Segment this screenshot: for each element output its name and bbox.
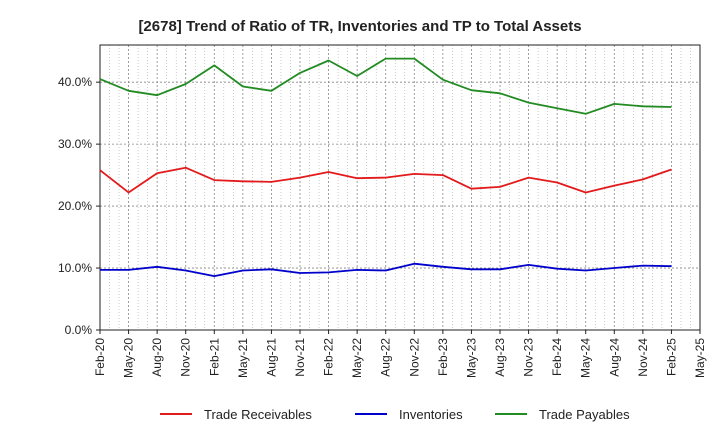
x-tick-label: Nov-22 bbox=[407, 338, 421, 377]
x-tick-label: Aug-22 bbox=[379, 338, 393, 377]
legend-label-3: Trade Payables bbox=[539, 407, 630, 422]
x-tick-label: Aug-21 bbox=[264, 338, 278, 377]
grid bbox=[99, 45, 701, 331]
x-tick-label: Feb-21 bbox=[207, 338, 221, 376]
x-tick-label: May-22 bbox=[350, 338, 364, 378]
x-tick-label: May-25 bbox=[693, 338, 707, 378]
x-tick-label: Nov-24 bbox=[636, 338, 650, 377]
x-tick-label: Feb-22 bbox=[322, 338, 336, 376]
y-tick-label: 20.0% bbox=[58, 199, 92, 213]
x-tick-label: Nov-20 bbox=[179, 338, 193, 377]
x-tick-label: May-23 bbox=[464, 338, 478, 378]
x-tick-label: Aug-23 bbox=[493, 338, 507, 377]
x-tick-label: Feb-23 bbox=[436, 338, 450, 376]
plot-frame bbox=[99, 44, 701, 331]
x-tick-label: Aug-20 bbox=[150, 338, 164, 377]
y-tick-label: 10.0% bbox=[58, 261, 92, 275]
x-tick-label: Feb-24 bbox=[550, 338, 564, 376]
legend: Trade Receivables Inventories Trade Payabl… bbox=[160, 407, 630, 422]
x-tick-label: Nov-23 bbox=[522, 338, 536, 377]
x-tick-label: Nov-21 bbox=[293, 338, 307, 377]
legend-label-1: Trade Receivables bbox=[204, 407, 312, 422]
series-lines bbox=[99, 57, 672, 277]
legend-label-2: Inventories bbox=[399, 407, 463, 422]
series-line-3 bbox=[99, 57, 672, 115]
x-tick-label: Feb-25 bbox=[664, 338, 678, 376]
x-tick-label: Aug-24 bbox=[607, 338, 621, 377]
x-tick-label: May-21 bbox=[236, 338, 250, 378]
x-tick-label: Feb-20 bbox=[93, 338, 107, 376]
y-tick-label: 40.0% bbox=[58, 75, 92, 89]
series-line-2 bbox=[100, 262, 672, 277]
x-tick-label: May-24 bbox=[579, 338, 593, 378]
y-tick-label: 30.0% bbox=[58, 137, 92, 151]
chart-title: [2678] Trend of Ratio of TR, Inventories… bbox=[138, 18, 581, 35]
x-tick-label: May-20 bbox=[122, 338, 136, 378]
axes: 0.0% 10.0% 20.0% 30.0% 40.0% Feb-20 May-20 Aug-… bbox=[58, 44, 707, 378]
series-line-1 bbox=[99, 166, 672, 194]
y-tick-label: 0.0% bbox=[65, 323, 93, 337]
